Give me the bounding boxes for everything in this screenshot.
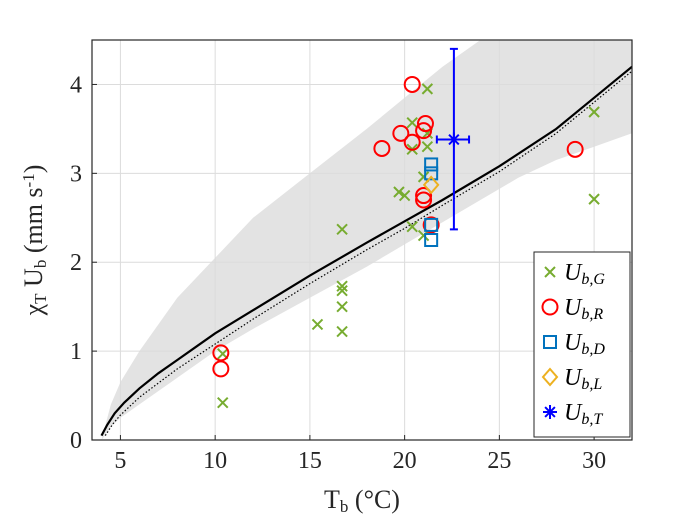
- data-point: [446, 132, 461, 147]
- legend-marker: [541, 298, 559, 316]
- y-tick-label: 4: [70, 72, 82, 98]
- data-point: [336, 280, 348, 292]
- data-point: [424, 217, 439, 232]
- legend-marker: [541, 367, 559, 387]
- data-point: [406, 220, 418, 233]
- solid-model-curve: [100, 65, 632, 437]
- legend-item: Ub,L: [541, 365, 602, 393]
- data-point: [398, 189, 411, 202]
- x-tick-label: 10: [203, 448, 227, 474]
- data-point: [416, 115, 434, 133]
- dotted-model-curve: [104, 70, 632, 436]
- data-point: [403, 133, 421, 151]
- y-tick-label: 3: [70, 161, 82, 187]
- data-point: [336, 300, 348, 313]
- data-point: [393, 186, 405, 198]
- data-point: [415, 122, 433, 140]
- data-point: [588, 193, 600, 205]
- data-point: [403, 75, 421, 93]
- x-tick-label: 25: [487, 448, 511, 474]
- y-axis-label: χT Ub (mm s-1): [19, 165, 50, 317]
- legend-label: Ub,T: [564, 400, 603, 428]
- data-point: [566, 140, 584, 158]
- data-point: [336, 284, 348, 297]
- data-point: [588, 106, 600, 118]
- data-point: [424, 166, 439, 181]
- data-point: [421, 140, 434, 153]
- legend-item: Ub,T: [543, 400, 603, 428]
- data-point: [415, 191, 433, 209]
- x-tick-label: 15: [298, 448, 322, 474]
- y-tick-label: 1: [70, 339, 82, 365]
- legend-label: Ub,D: [564, 330, 605, 358]
- legend-label: Ub,L: [564, 365, 602, 393]
- data-point: [424, 233, 439, 247]
- x-tick-label: 30: [582, 448, 606, 474]
- data-point: [336, 223, 348, 236]
- legend-label: Ub,G: [564, 260, 605, 288]
- data-point: [336, 325, 348, 338]
- legend-marker: [544, 266, 556, 278]
- data-point: [406, 116, 418, 129]
- legend-item: Ub,R: [541, 295, 603, 323]
- data-point: [424, 157, 439, 172]
- y-tick-label: 2: [70, 250, 82, 276]
- data-point: [373, 139, 391, 157]
- legend: Ub,G Ub,R Ub,D Ub,L Ub,T: [533, 251, 631, 438]
- y-tick-label: 0: [70, 428, 82, 454]
- x-tick-label: 20: [393, 448, 417, 474]
- legend-item: Ub,D: [543, 330, 605, 358]
- data-point: [311, 318, 324, 331]
- data-point: [422, 175, 440, 195]
- data-point: [212, 360, 230, 378]
- x-axis-label: Tb (°C): [324, 485, 400, 516]
- data-point: [421, 83, 434, 95]
- data-point: [422, 216, 440, 234]
- data-point: [415, 187, 433, 205]
- data-point: [217, 396, 229, 409]
- legend-item: Ub,G: [544, 260, 605, 288]
- x-tick-label: 5: [114, 448, 126, 474]
- plot-frame: [91, 39, 633, 441]
- legend-marker: [543, 335, 557, 349]
- data-point: [392, 124, 410, 142]
- legend-label: Ub,R: [564, 295, 603, 323]
- legend-marker: [543, 405, 557, 419]
